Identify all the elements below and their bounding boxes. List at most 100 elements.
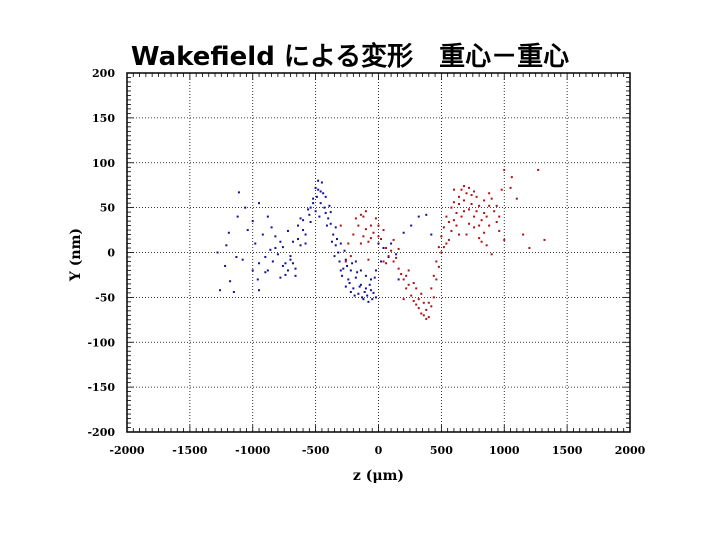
- red-data-point: [374, 217, 377, 220]
- red-data-point: [442, 246, 445, 249]
- red-data-point: [440, 235, 443, 238]
- y-tick-label: -150: [87, 381, 115, 394]
- blue-data-point: [368, 283, 371, 286]
- red-data-point: [480, 219, 483, 222]
- red-data-point: [468, 208, 471, 211]
- blue-data-point: [369, 278, 372, 281]
- grid-lines: [127, 73, 630, 432]
- blue-data-point: [312, 202, 315, 205]
- blue-data-point: [356, 271, 359, 274]
- red-data-point: [369, 224, 372, 227]
- blue-data-point: [219, 289, 222, 292]
- blue-data-point: [361, 296, 364, 299]
- blue-data-point: [319, 202, 322, 205]
- red-data-point: [503, 238, 506, 241]
- blue-data-point: [364, 274, 367, 277]
- blue-data-point: [336, 238, 339, 241]
- blue-data-point: [339, 242, 342, 245]
- blue-data-point: [430, 233, 433, 236]
- red-data-point: [465, 192, 468, 195]
- red-data-point: [515, 197, 518, 200]
- y-tick-label: 0: [107, 247, 115, 260]
- red-data-point: [495, 220, 498, 223]
- blue-data-point: [229, 280, 232, 283]
- blue-data-point: [397, 278, 400, 281]
- red-data-point: [417, 307, 420, 310]
- blue-data-point: [254, 242, 257, 245]
- red-data-point: [475, 210, 478, 213]
- x-tick-label: 1500: [552, 444, 583, 457]
- blue-data-point: [341, 274, 344, 277]
- red-data-point: [402, 278, 405, 281]
- x-tick-label: -500: [302, 444, 330, 457]
- red-data-point: [362, 235, 365, 238]
- red-data-point: [493, 210, 496, 213]
- red-data-point: [415, 287, 418, 290]
- blue-data-point: [380, 260, 383, 263]
- red-data-point: [440, 251, 443, 254]
- red-data-point: [473, 215, 476, 218]
- red-data-point: [488, 204, 491, 207]
- blue-data-point: [286, 269, 289, 272]
- blue-data-point: [302, 229, 305, 232]
- red-data-point: [392, 238, 395, 241]
- blue-data-point: [276, 253, 279, 256]
- red-data-point: [478, 237, 481, 240]
- red-data-point: [339, 224, 342, 227]
- red-data-point: [437, 265, 440, 268]
- blue-data-point: [354, 276, 357, 279]
- blue-data-point: [351, 262, 354, 265]
- x-tick-label: 0: [375, 444, 383, 457]
- red-data-point: [488, 192, 491, 195]
- blue-data-point: [349, 269, 352, 272]
- blue-data-point: [261, 233, 264, 236]
- red-data-point: [425, 317, 428, 320]
- red-data-point: [498, 215, 501, 218]
- blue-data-point: [291, 240, 294, 243]
- blue-data-point: [309, 220, 312, 223]
- red-data-point: [480, 240, 483, 243]
- blue-data-point: [348, 282, 351, 285]
- blue-data-point: [258, 202, 261, 205]
- blue-data-point: [324, 195, 327, 198]
- blue-data-point: [417, 215, 420, 218]
- red-data-point: [457, 203, 460, 206]
- blue-data-point: [324, 212, 327, 215]
- blue-data-point: [312, 197, 315, 200]
- blue-data-point: [395, 253, 398, 256]
- blue-data-point: [251, 220, 254, 223]
- red-data-point: [359, 242, 362, 245]
- red-data-point: [422, 314, 425, 317]
- blue-data-point: [264, 255, 267, 258]
- blue-data-point: [256, 278, 259, 281]
- blue-data-point: [390, 242, 393, 245]
- red-data-point: [420, 292, 423, 295]
- red-data-point: [364, 228, 367, 231]
- red-data-point: [455, 224, 458, 227]
- red-data-point: [415, 303, 418, 306]
- red-data-point: [445, 242, 448, 245]
- blue-data-point: [237, 191, 240, 194]
- blue-data-point: [281, 246, 284, 249]
- red-data-point: [382, 260, 385, 263]
- red-data-point: [488, 224, 491, 227]
- red-data-point: [468, 222, 471, 225]
- blue-data-point: [286, 229, 289, 232]
- red-data-point: [460, 188, 463, 191]
- red-data-point: [500, 188, 503, 191]
- blue-data-point: [337, 251, 340, 254]
- red-data-point: [442, 226, 445, 229]
- blue-data-point: [334, 244, 337, 247]
- y-tick-label: 200: [92, 67, 115, 80]
- y-tick-label: 150: [92, 112, 115, 125]
- blue-data-point: [425, 213, 428, 216]
- blue-data-point: [402, 231, 405, 234]
- red-data-point: [367, 258, 370, 261]
- blue-data-point: [266, 215, 269, 218]
- red-data-point: [380, 238, 383, 241]
- red-data-point: [485, 244, 488, 247]
- red-data-point: [435, 260, 438, 263]
- blue-data-point: [319, 190, 322, 193]
- red-data-point: [344, 260, 347, 263]
- blue-data-point: [359, 283, 362, 286]
